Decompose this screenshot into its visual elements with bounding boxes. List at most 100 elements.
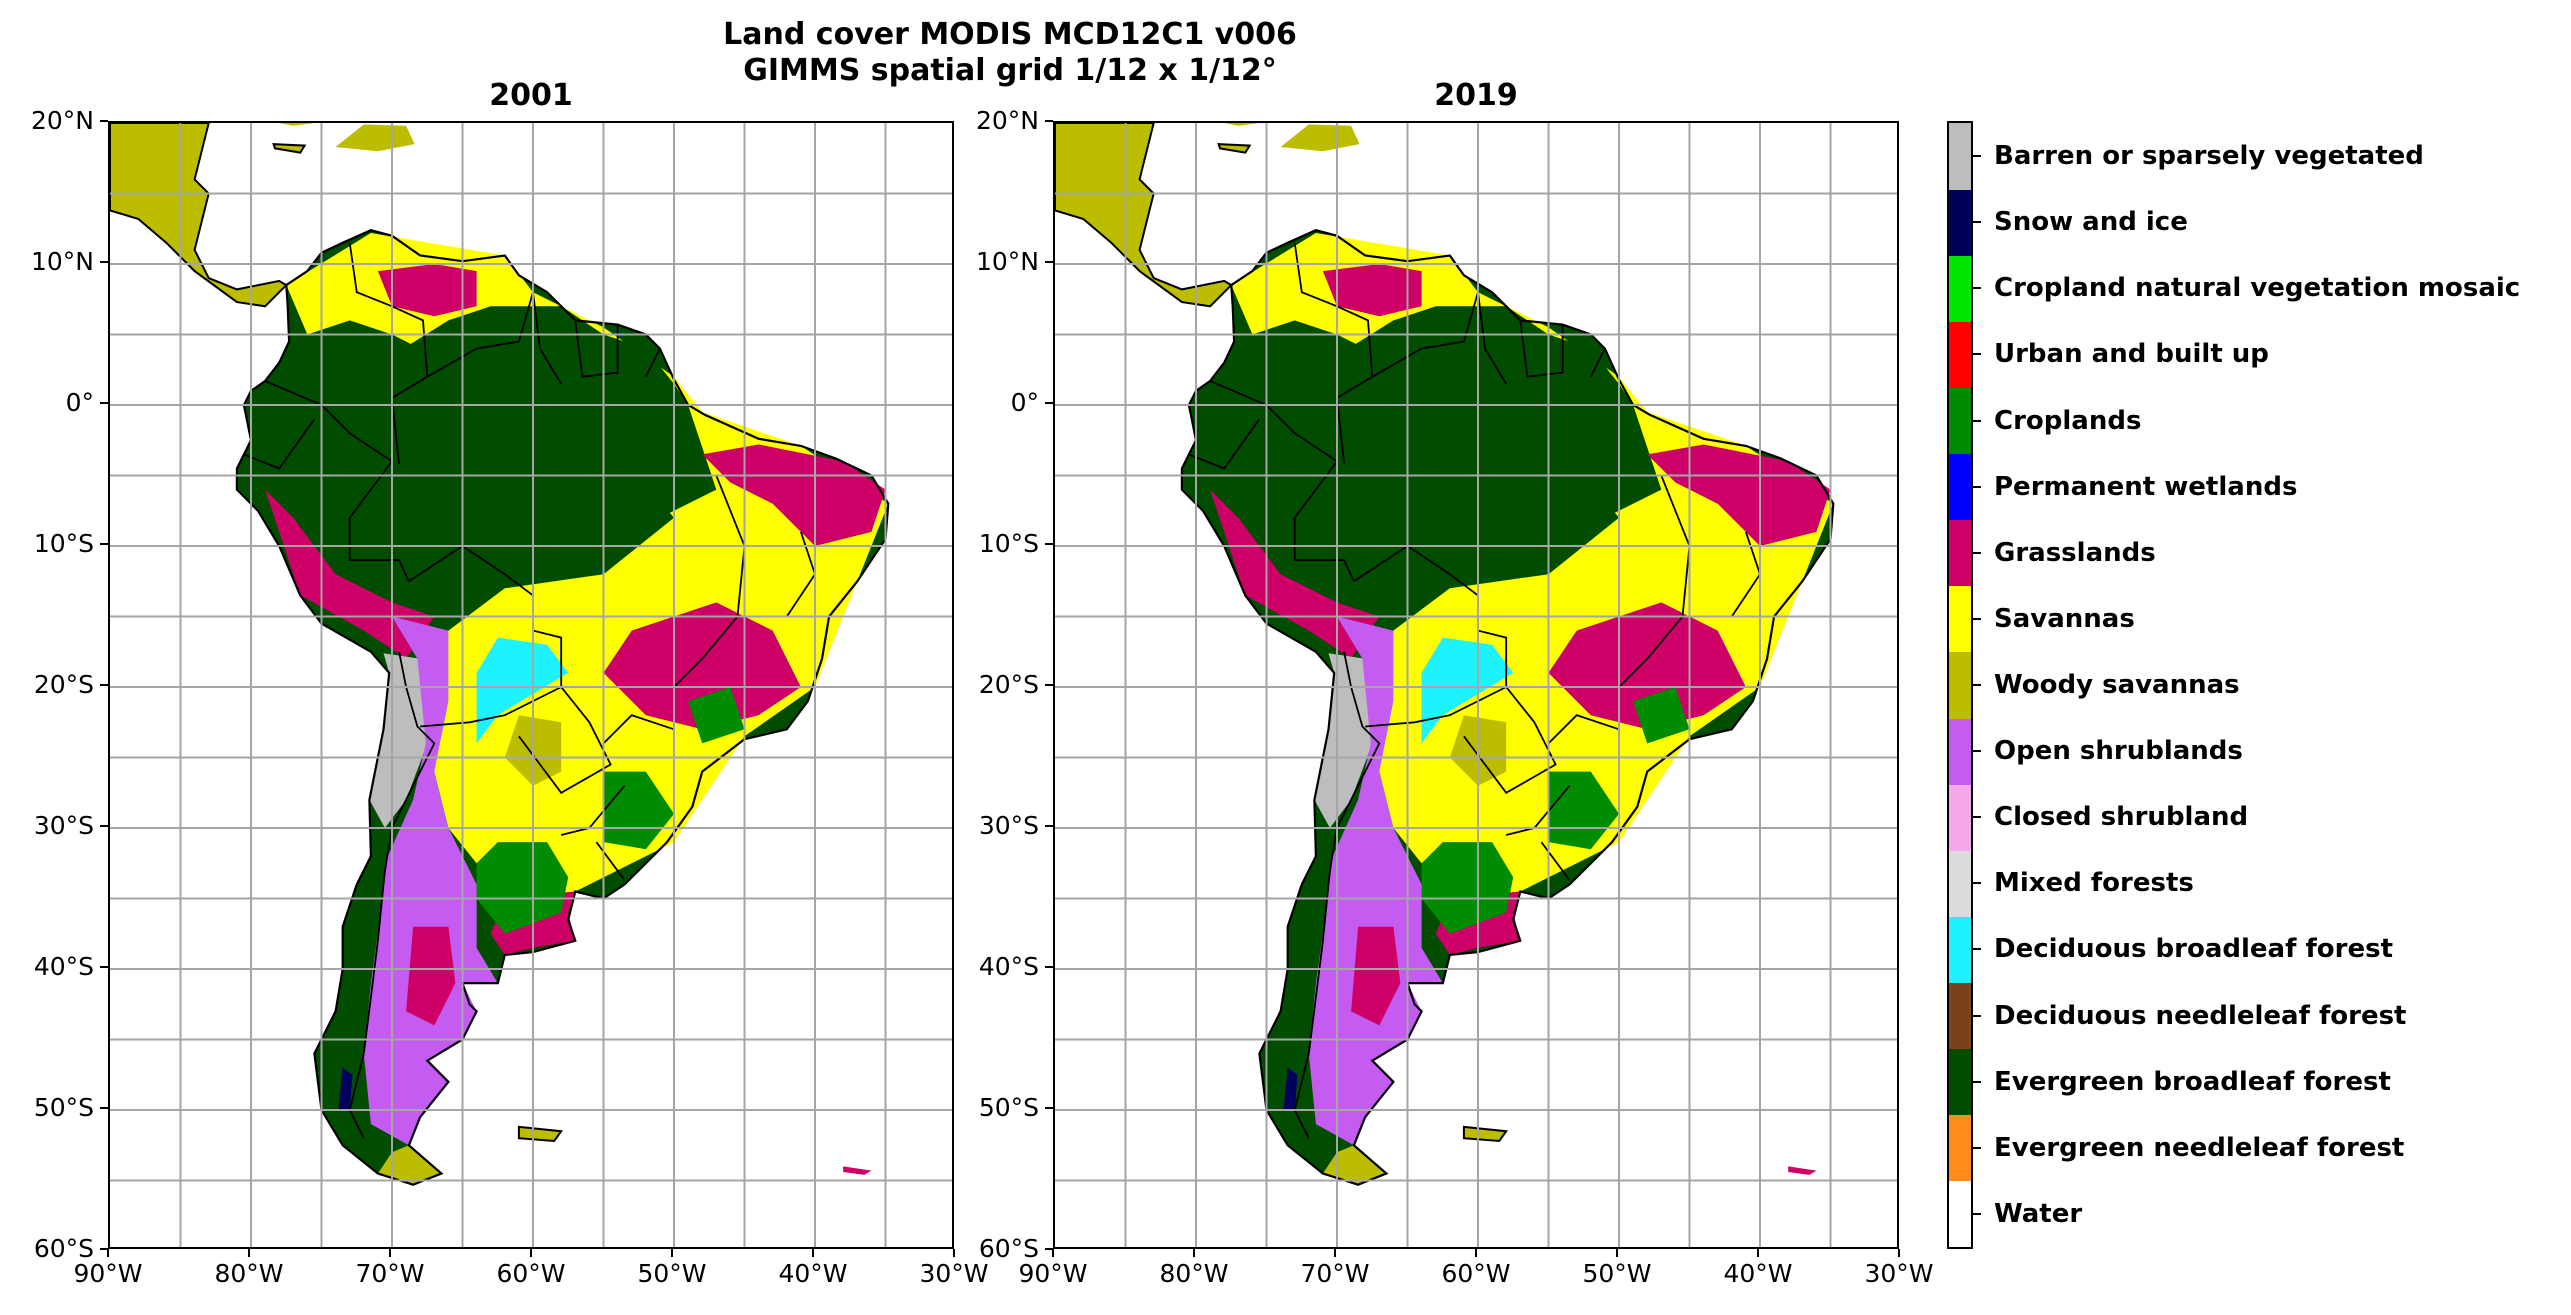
lat-tick-label: 20°S xyxy=(978,670,1039,699)
lon-tick-label: 60°W xyxy=(496,1259,566,1288)
lon-tick-mark xyxy=(1757,1249,1759,1257)
country-border xyxy=(1589,348,1606,378)
country-border xyxy=(574,320,619,378)
lat-tick-label: 20°N xyxy=(975,106,1039,135)
lat-tick-mark xyxy=(100,825,108,827)
landcover-region xyxy=(476,637,569,744)
colorbar-label: Permanent wetlands xyxy=(1994,471,2298,502)
lat-tick-mark xyxy=(100,1248,108,1250)
lon-tick-label: 70°W xyxy=(1300,1259,1370,1288)
map-panel-2019 xyxy=(1053,121,1899,1249)
map-canvas xyxy=(110,123,952,1247)
lon-tick-mark xyxy=(1898,1249,1900,1257)
lon-tick-mark xyxy=(389,1249,391,1257)
landcover-region xyxy=(603,602,801,730)
colorbar-tick xyxy=(1973,882,1981,885)
colorbar-tick xyxy=(1973,750,1981,753)
country-border xyxy=(532,292,562,385)
colorbar-tick xyxy=(1973,551,1981,554)
lon-tick-mark xyxy=(953,1249,955,1257)
country-border xyxy=(518,686,612,794)
lat-tick-mark xyxy=(1045,261,1053,263)
landcover-region xyxy=(476,842,569,934)
colorbar-label: Barren or sparsely vegetated xyxy=(1994,141,2424,172)
country-border xyxy=(1547,714,1620,745)
lat-tick-label: 10°S xyxy=(33,529,94,558)
colorbar-label: Evergreen broadleaf forest xyxy=(1994,1066,2391,1097)
figure-title-line1: Land cover MODIS MCD12C1 v006 xyxy=(723,17,1297,52)
lon-tick-label: 40°W xyxy=(778,1259,848,1288)
colorbar-segment xyxy=(1949,784,1971,851)
legend-colorbar xyxy=(1947,121,1973,1249)
lat-tick-label: 50°S xyxy=(978,1093,1039,1122)
lat-tick-label: 30°S xyxy=(33,811,94,840)
colorbar-segment xyxy=(1949,1114,1971,1182)
lat-tick-label: 40°S xyxy=(33,952,94,981)
country-border xyxy=(595,841,626,881)
colorbar-tick xyxy=(1973,1014,1981,1017)
lat-tick-mark xyxy=(1045,1248,1053,1250)
colorbar-label: Evergreen needleleaf forest xyxy=(1994,1132,2405,1163)
figure-title-line2: GIMMS spatial grid 1/12 x 1/12° xyxy=(743,53,1277,88)
lat-tick-label: 0° xyxy=(1010,388,1039,417)
colorbar-segment xyxy=(1949,387,1971,455)
colorbar-tick xyxy=(1973,1146,1981,1149)
lon-tick-label: 90°W xyxy=(73,1259,143,1288)
country-border xyxy=(1519,320,1564,378)
lat-tick-label: 60°S xyxy=(33,1234,94,1263)
lat-tick-mark xyxy=(100,120,108,122)
panel-title-2001: 2001 xyxy=(489,78,573,113)
lon-tick-mark xyxy=(812,1249,814,1257)
landcover-region xyxy=(1259,926,1309,1110)
lon-tick-mark xyxy=(671,1249,673,1257)
colorbar-segment xyxy=(1949,189,1971,256)
landcover-region xyxy=(1314,653,1373,828)
lat-tick-mark xyxy=(100,543,108,545)
colorbar-label: Deciduous needleleaf forest xyxy=(1994,1000,2407,1031)
colorbar-label: Open shrublands xyxy=(1994,736,2243,767)
lon-tick-label: 60°W xyxy=(1441,1259,1511,1288)
lon-tick-label: 80°W xyxy=(214,1259,284,1288)
caribbean-island xyxy=(1224,123,1260,126)
colorbar-tick xyxy=(1973,617,1981,620)
falkland-islands xyxy=(1462,1125,1509,1143)
lat-tick-label: 10°N xyxy=(30,247,94,276)
landcover-region xyxy=(1421,842,1514,934)
landcover-region xyxy=(1283,1067,1298,1110)
country-border xyxy=(1371,291,1479,378)
lat-tick-label: 10°S xyxy=(978,529,1039,558)
landcover-region xyxy=(1647,444,1831,546)
colorbar-label: Mixed forests xyxy=(1994,868,2194,899)
country-border xyxy=(348,651,436,1139)
lon-tick-label: 40°W xyxy=(1723,1259,1793,1288)
colorbar-segment xyxy=(1949,1180,1971,1248)
lat-tick-mark xyxy=(1045,966,1053,968)
colorbar-segment xyxy=(1949,585,1971,653)
country-border xyxy=(602,714,675,745)
colorbar-label: Savannas xyxy=(1994,603,2135,634)
lon-tick-mark xyxy=(530,1249,532,1257)
colorbar-tick xyxy=(1973,1212,1981,1215)
colorbar-label: Closed shrubland xyxy=(1994,802,2249,833)
lon-tick-label: 50°W xyxy=(637,1259,707,1288)
lon-tick-label: 90°W xyxy=(1018,1259,1088,1288)
central-america-landmass xyxy=(1055,123,1232,307)
landcover-region xyxy=(1351,926,1401,1026)
colorbar-tick xyxy=(1973,287,1981,290)
country-border xyxy=(1188,418,1261,470)
colorbar-segment xyxy=(1949,255,1971,322)
caribbean-island xyxy=(279,123,315,126)
landcover-region xyxy=(314,926,364,1110)
south-georgia-island xyxy=(1788,1166,1817,1175)
lon-tick-mark xyxy=(248,1249,250,1257)
lat-tick-mark xyxy=(100,1107,108,1109)
lat-tick-mark xyxy=(1045,543,1053,545)
landcover-region xyxy=(1322,264,1422,317)
lat-tick-mark xyxy=(100,684,108,686)
colorbar-label: Grasslands xyxy=(1994,537,2156,568)
lat-tick-label: 50°S xyxy=(33,1093,94,1122)
colorbar-label: Cropland natural vegetation mosaic xyxy=(1994,273,2521,304)
lat-tick-mark xyxy=(1045,684,1053,686)
landcover-region xyxy=(363,616,498,1146)
lat-tick-label: 60°S xyxy=(978,1234,1039,1263)
